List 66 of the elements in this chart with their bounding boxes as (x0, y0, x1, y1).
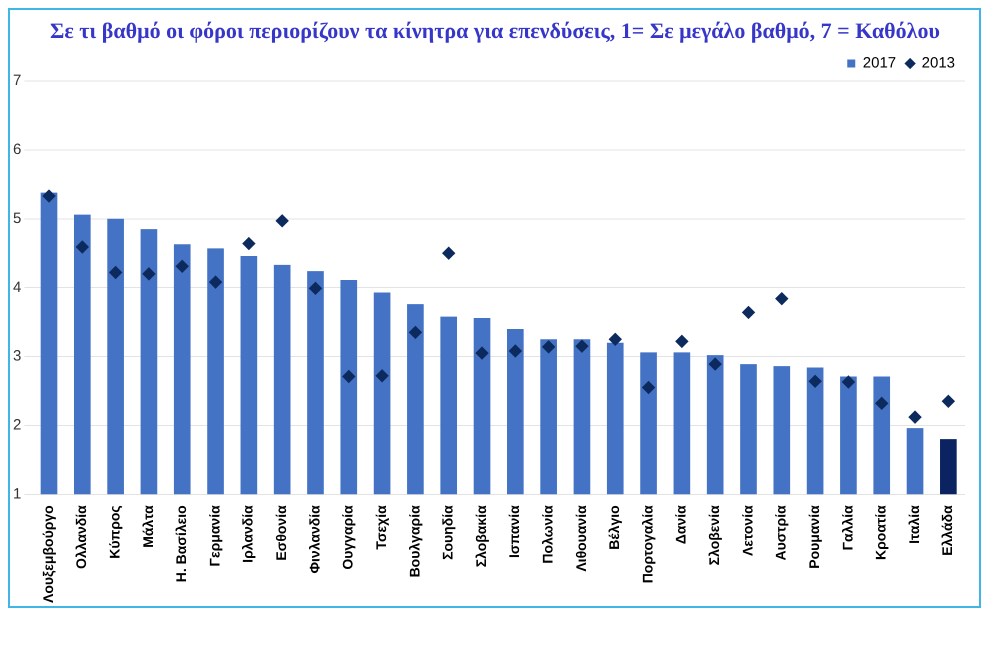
y-tick-label: 6 (13, 141, 22, 158)
point (109, 266, 122, 279)
point (142, 267, 156, 280)
point (875, 396, 888, 410)
x-tick-label: Η. Βασίλειο (173, 505, 190, 582)
x-tick-label: Πορτογαλία (639, 504, 656, 584)
point (176, 260, 189, 273)
x-tick-label: Λιθουανία (572, 504, 589, 572)
x-tick-label: Δανία (672, 504, 689, 544)
point (708, 358, 722, 371)
point (442, 246, 456, 260)
point (42, 190, 56, 203)
x-tick-label: Τσεχία (372, 504, 389, 550)
legend-label: 2013 (922, 54, 956, 72)
point (342, 370, 356, 383)
y-tick-label: 5 (13, 210, 22, 227)
x-tick-label: Ιταλία (906, 504, 922, 544)
point (376, 369, 389, 382)
x-tick-label: Εσθονία (273, 504, 290, 561)
point (908, 410, 922, 424)
point (408, 326, 422, 339)
point (742, 306, 755, 319)
x-tick-label: Κύπρος (106, 505, 122, 559)
point (476, 346, 489, 360)
point (775, 292, 788, 306)
point (308, 282, 322, 295)
x-tick-label: Ρουμανία (806, 504, 822, 569)
x-tick-label: Σλοβενία (706, 504, 722, 566)
x-tick-label: Βουλγαρία (406, 504, 422, 578)
y-tick-label: 3 (13, 348, 22, 365)
y-tick-label: 2 (13, 416, 22, 434)
x-tick-label: Φινλανδία (306, 504, 322, 574)
x-tick-label: Σλοβακία (472, 504, 489, 568)
point (808, 374, 822, 388)
x-tick-label: Γερμανία (206, 504, 222, 566)
point (575, 340, 588, 353)
x-tick-label: Ουγγαρία (340, 504, 356, 570)
x-tick-label: Ελλάδα (939, 504, 956, 556)
x-tick-label: Βέλγιο (606, 505, 622, 550)
x-tick-label: Λουξεμβούργο (40, 505, 56, 604)
x-tick-label: Πολωνία (539, 504, 556, 564)
x-tick-label: Κροατία (872, 504, 889, 560)
x-tick-label: Λετονία (739, 504, 756, 556)
y-tick-label: 7 (13, 72, 22, 90)
x-tick-label: Ιρλανδία (240, 504, 256, 563)
point (942, 394, 955, 408)
point (209, 276, 222, 289)
point (542, 340, 556, 354)
point (76, 240, 89, 254)
point (675, 334, 688, 348)
point (242, 237, 256, 250)
point (508, 344, 522, 358)
x-tick-label: Γαλλία (839, 504, 856, 550)
point (608, 332, 622, 346)
x-tick-label: Ολλανδία (73, 504, 90, 569)
point (842, 376, 855, 388)
x-tick-label: Σουηδία (440, 504, 456, 560)
y-tick-label: 1 (13, 485, 22, 502)
y-tick-label: 4 (13, 278, 22, 296)
x-tick-label: Μάλτα (140, 504, 156, 548)
x-tick-label: Αυστρία (772, 504, 789, 561)
legend-label: 2017 (862, 54, 896, 72)
chart-title: Σε τι βαθμό οι φόροι περιορίζουν τα κίνητρα για επενδύσεις, 1= Σε μεγάλο βαθμό, 7 = Καθόλου (49, 17, 941, 45)
point (276, 214, 289, 228)
x-tick-label: Ισπανία (506, 504, 522, 558)
point (642, 381, 656, 394)
